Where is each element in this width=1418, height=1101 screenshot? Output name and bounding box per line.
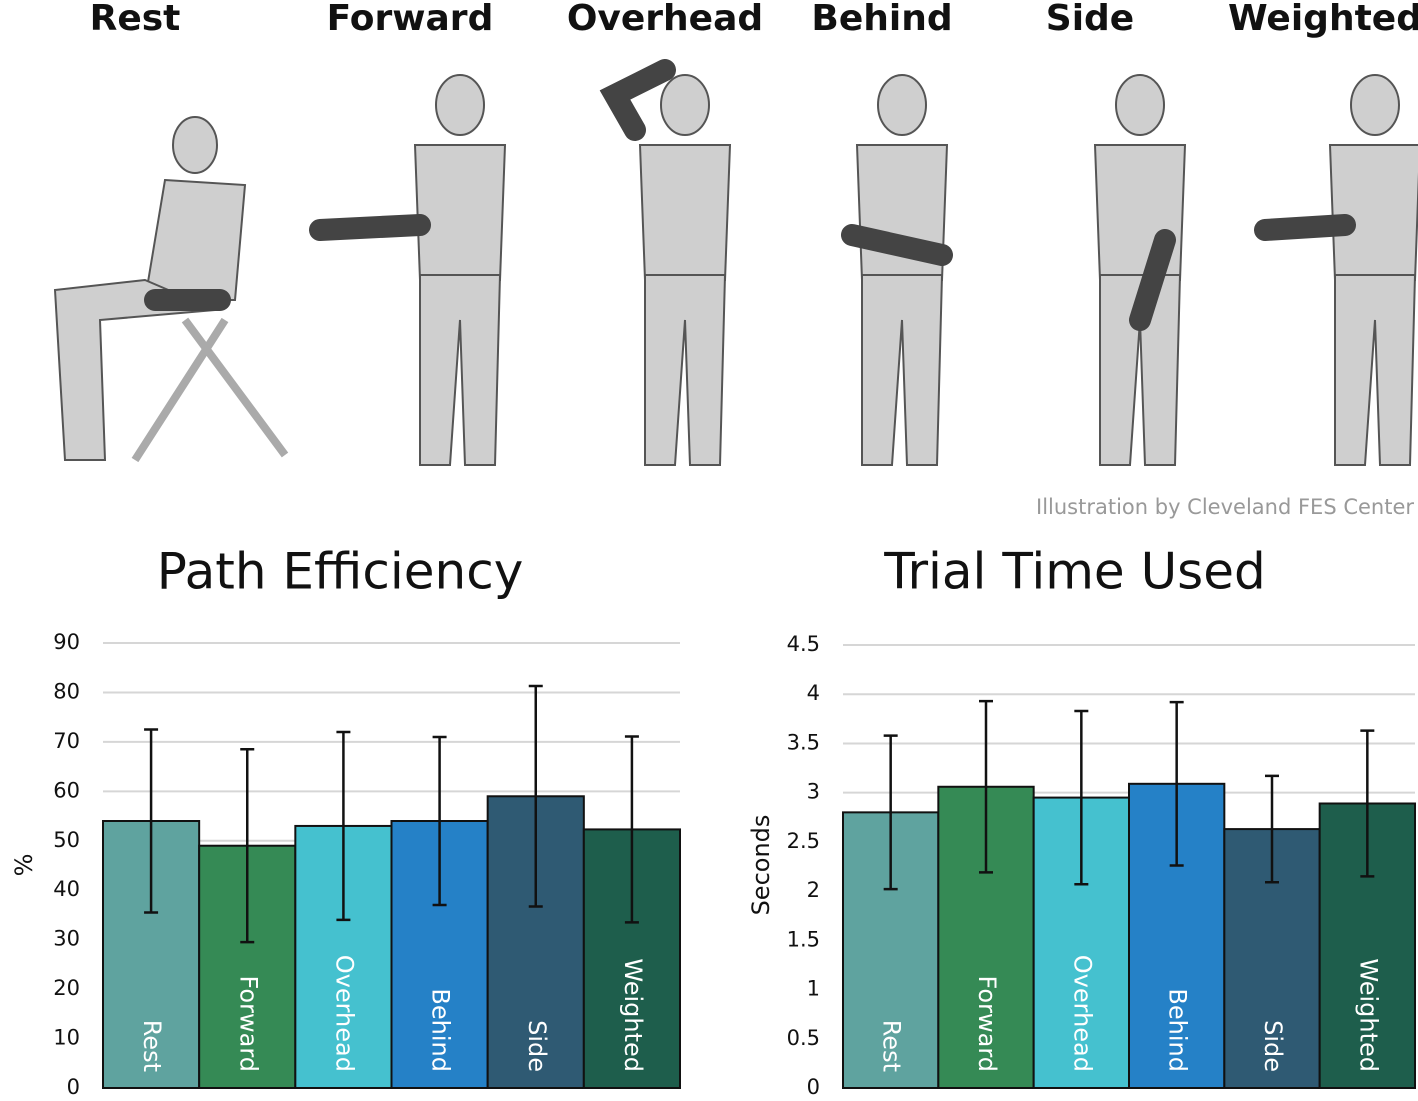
torso <box>143 178 247 301</box>
category-label: Side <box>523 1020 551 1072</box>
y-tick-label: 2 <box>807 878 820 902</box>
head <box>877 74 927 136</box>
legs <box>1099 274 1182 466</box>
figure-illustration <box>1093 74 1187 466</box>
category-label: Side <box>1259 1020 1287 1072</box>
arm <box>1129 229 1176 331</box>
arm <box>599 59 676 141</box>
pose-label: Weighted <box>1228 0 1418 39</box>
y-tick-label: 0 <box>807 1075 820 1099</box>
pose-label: Overhead <box>567 0 763 39</box>
chart-title: Path Efficiency <box>157 543 524 601</box>
category-label: Rest <box>878 1020 906 1072</box>
legs <box>419 274 502 466</box>
y-tick-label: 1.5 <box>787 927 820 951</box>
category-label: Behind <box>1164 988 1192 1072</box>
torso <box>638 144 732 281</box>
error-bar <box>979 699 993 874</box>
arm <box>841 224 953 266</box>
pose-label: Forward <box>327 0 494 39</box>
pose-label: Side <box>1046 0 1134 39</box>
chair <box>131 317 289 463</box>
y-tick-label: 1 <box>807 977 820 1001</box>
y-tick-label: 30 <box>53 927 80 951</box>
y-tick-label: 3 <box>807 780 820 804</box>
y-tick-label: 3.5 <box>787 730 820 754</box>
head <box>1115 74 1165 136</box>
head <box>660 74 710 136</box>
torso <box>413 144 507 281</box>
category-label: Behind <box>427 988 455 1072</box>
pose-label: Rest <box>90 0 181 39</box>
error-bar <box>883 734 898 891</box>
figure-illustration <box>841 74 953 466</box>
y-tick-label: 4.5 <box>787 632 820 656</box>
y-tick-label: 0 <box>67 1075 80 1099</box>
figure-illustration <box>1254 74 1418 466</box>
category-label: Weighted <box>619 958 647 1072</box>
arm <box>1254 214 1356 241</box>
error-bar <box>1074 709 1089 886</box>
credit: Illustration by Cleveland FES Center <box>1036 495 1414 519</box>
y-tick-label: 0.5 <box>787 1026 820 1050</box>
error-bar <box>432 735 447 907</box>
y-tick-label: 90 <box>53 630 80 654</box>
pose-label: Behind <box>811 0 952 39</box>
error-bar <box>1360 729 1375 878</box>
figure-illustration <box>309 74 507 466</box>
y-tick-label: 50 <box>53 828 80 852</box>
figure-illustration <box>599 59 732 466</box>
y-tick-label: 10 <box>53 1026 80 1050</box>
error-bar <box>1169 700 1184 867</box>
error-bar <box>144 728 159 914</box>
error-bar <box>336 730 351 922</box>
head <box>435 74 485 136</box>
torso <box>1328 144 1418 281</box>
head <box>172 116 218 174</box>
y-tick-label: 4 <box>807 681 820 705</box>
legs <box>644 274 727 466</box>
category-label: Rest <box>138 1020 166 1072</box>
chart-title: Trial Time Used <box>883 543 1265 601</box>
y-tick-label: 40 <box>53 877 80 901</box>
error-bar <box>240 748 255 944</box>
legs <box>861 274 944 466</box>
y-axis-label: % <box>10 854 38 877</box>
y-tick-label: 60 <box>53 778 80 802</box>
y-tick-label: 2.5 <box>787 829 820 853</box>
error-bar <box>624 735 639 924</box>
error-bar <box>1265 774 1279 884</box>
head <box>1350 74 1400 136</box>
illustrations <box>53 59 1418 466</box>
torso <box>1093 144 1187 281</box>
error-bar <box>528 684 543 908</box>
figure-illustration <box>53 116 289 463</box>
y-axis-label: Seconds <box>747 815 775 916</box>
y-tick-label: 70 <box>53 729 80 753</box>
category-label: Overhead <box>1068 955 1096 1072</box>
legs <box>1334 274 1417 466</box>
arm <box>309 214 431 241</box>
category-label: Overhead <box>330 955 358 1072</box>
y-tick-label: 20 <box>53 976 80 1000</box>
category-label: Weighted <box>1354 958 1382 1072</box>
category-label: Forward <box>234 975 262 1072</box>
category-label: Forward <box>973 975 1001 1072</box>
y-tick-label: 80 <box>53 679 80 703</box>
